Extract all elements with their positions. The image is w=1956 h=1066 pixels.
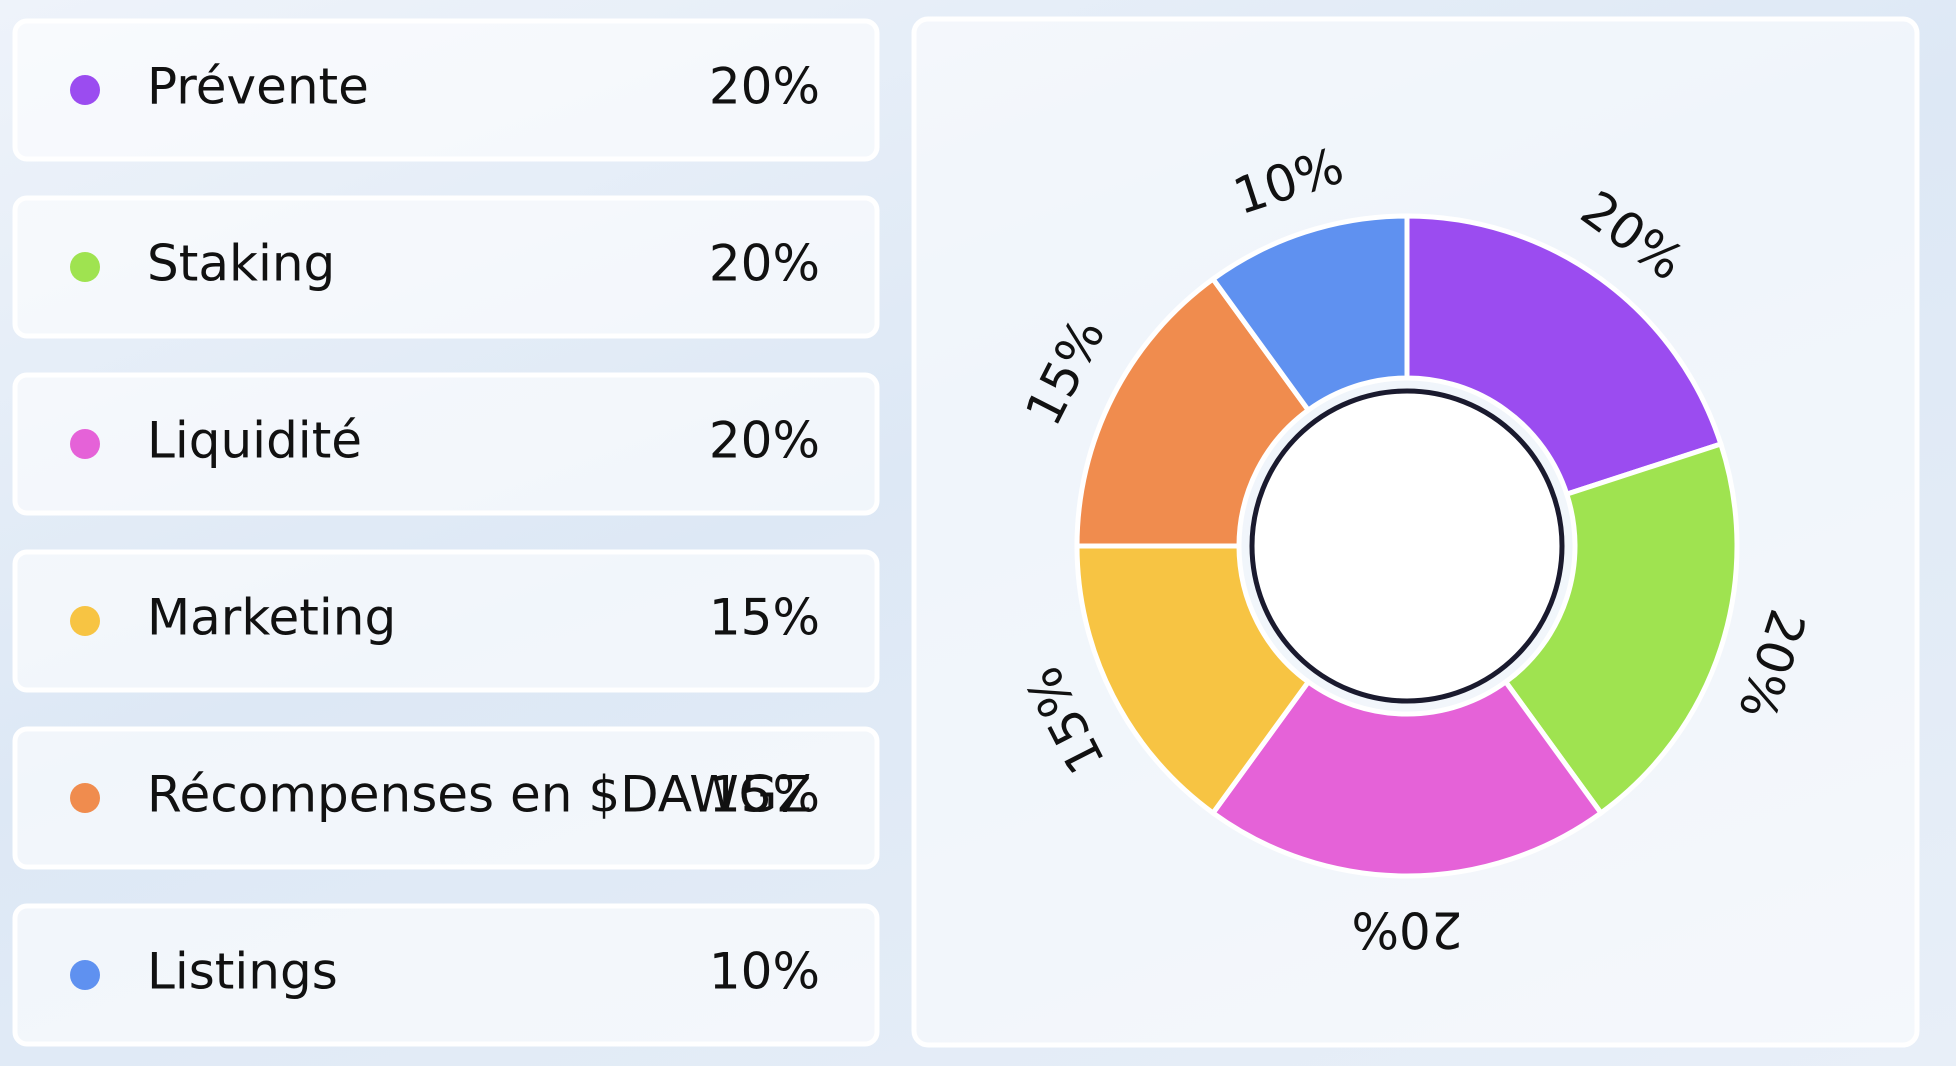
slice-label: 20% bbox=[1351, 901, 1462, 959]
legend-label: Prévente bbox=[147, 58, 369, 116]
legend-label: Listings bbox=[147, 943, 338, 1001]
legend-label: Marketing bbox=[147, 589, 396, 647]
legend-value: 20% bbox=[709, 235, 820, 293]
legend-dot bbox=[70, 252, 100, 282]
legend-row bbox=[12, 903, 880, 1047]
legend-row bbox=[12, 195, 880, 339]
legend-value: 20% bbox=[709, 58, 820, 116]
legend-value: 15% bbox=[709, 589, 820, 647]
legend-dot bbox=[70, 606, 100, 636]
legend-row bbox=[12, 726, 880, 870]
legend-dot bbox=[70, 783, 100, 813]
legend-label: Staking bbox=[147, 235, 335, 293]
legend-dot bbox=[70, 75, 100, 105]
donut-slice bbox=[1502, 440, 1740, 817]
donut-slice bbox=[1404, 213, 1725, 498]
legend-value: 15% bbox=[709, 766, 820, 824]
donut-hole bbox=[1249, 388, 1565, 704]
legend-row bbox=[12, 372, 880, 516]
legend-row bbox=[12, 549, 880, 693]
legend-dot bbox=[70, 960, 100, 990]
donut-slice bbox=[1074, 275, 1312, 549]
donut-slice bbox=[1074, 543, 1312, 817]
donut-slice bbox=[1209, 213, 1410, 414]
legend-dot bbox=[70, 429, 100, 459]
legend-value: 10% bbox=[709, 943, 820, 1001]
legend-value: 20% bbox=[709, 412, 820, 470]
legend-label: Récompenses en $DAWGZ bbox=[147, 766, 812, 824]
donut-slice bbox=[1209, 678, 1605, 879]
legend-label: Liquidité bbox=[147, 412, 362, 470]
legend-row bbox=[12, 18, 880, 162]
